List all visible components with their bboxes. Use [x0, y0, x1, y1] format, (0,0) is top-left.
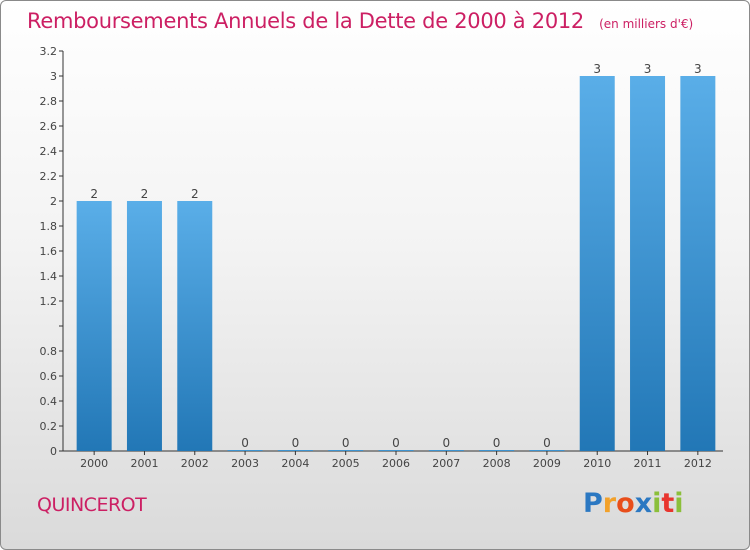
bar-2004	[277, 450, 313, 451]
x-tick-label-2011: 2011	[634, 457, 662, 470]
logo-letter: r	[602, 488, 617, 519]
value-label-2003: 0	[241, 436, 249, 450]
bar-2007	[428, 450, 464, 451]
bar-2000	[76, 201, 112, 451]
y-tick-label: 2.4	[40, 145, 58, 158]
logo-letter: t	[661, 488, 675, 519]
chart-title: Remboursements Annuels de la Dette de 20…	[27, 9, 584, 33]
value-label-2010: 3	[593, 62, 601, 76]
bar-2006	[378, 450, 414, 451]
x-tick-label-2007: 2007	[432, 457, 460, 470]
bar-2009	[529, 450, 565, 451]
proxiti-logo: Proxiti	[583, 488, 684, 519]
y-tick-label: 0.4	[40, 395, 58, 408]
bar-2008	[479, 450, 515, 451]
bar-2003	[227, 450, 263, 451]
x-tick-label-2003: 2003	[231, 457, 259, 470]
x-tick-label-2002: 2002	[181, 457, 209, 470]
x-tick-label-2000: 2000	[80, 457, 108, 470]
x-tick-label-2001: 2001	[130, 457, 158, 470]
bar-2001	[126, 201, 162, 451]
y-tick-label: 3.2	[40, 45, 58, 58]
y-tick-label: 1.2	[40, 295, 58, 308]
value-label-2000: 2	[90, 187, 98, 201]
y-tick-label: 3	[50, 70, 57, 83]
y-tick-label: 0	[50, 445, 57, 458]
value-label-2008: 0	[493, 436, 501, 450]
x-tick-label-2012: 2012	[684, 457, 712, 470]
value-label-2012: 3	[694, 62, 702, 76]
x-tick-label-2008: 2008	[483, 457, 511, 470]
value-label-2007: 0	[442, 436, 450, 450]
y-tick-label: 2.2	[40, 170, 58, 183]
y-tick-label: 2.6	[40, 120, 58, 133]
y-tick-label: 2.8	[40, 95, 58, 108]
commune-name: QUINCEROT	[37, 494, 147, 516]
value-label-2009: 0	[543, 436, 551, 450]
value-label-2002: 2	[191, 187, 199, 201]
y-tick-label: 0.2	[40, 420, 58, 433]
y-tick-label: 0.6	[40, 370, 58, 383]
y-tick-label: 1.4	[40, 270, 58, 283]
chart-title-row: Remboursements Annuels de la Dette de 20…	[27, 9, 693, 33]
value-label-2011: 3	[644, 62, 652, 76]
value-label-2004: 0	[292, 436, 300, 450]
bar-2010	[579, 76, 615, 451]
y-tick-label: 1.6	[40, 245, 58, 258]
logo-letter: x	[634, 488, 653, 519]
bar-2012	[680, 76, 716, 451]
y-tick-label: 1.8	[40, 220, 58, 233]
chart-unit-note: (en milliers d'€)	[599, 17, 694, 31]
y-tick-label: 0.8	[40, 345, 58, 358]
logo-letter: i	[652, 488, 662, 519]
logo-letter: o	[616, 488, 635, 519]
value-label-2005: 0	[342, 436, 350, 450]
x-tick-label-2010: 2010	[583, 457, 611, 470]
x-tick-label-2006: 2006	[382, 457, 410, 470]
bar-2011	[630, 76, 666, 451]
bar-2005	[328, 450, 364, 451]
logo-letter: P	[583, 488, 603, 519]
y-tick-label: 2	[50, 195, 57, 208]
x-tick-label-2004: 2004	[281, 457, 309, 470]
logo-letter: i	[674, 488, 684, 519]
bar-2002	[177, 201, 213, 451]
x-tick-label-2005: 2005	[332, 457, 360, 470]
value-label-2001: 2	[141, 187, 149, 201]
value-label-2006: 0	[392, 436, 400, 450]
x-tick-label-2009: 2009	[533, 457, 561, 470]
